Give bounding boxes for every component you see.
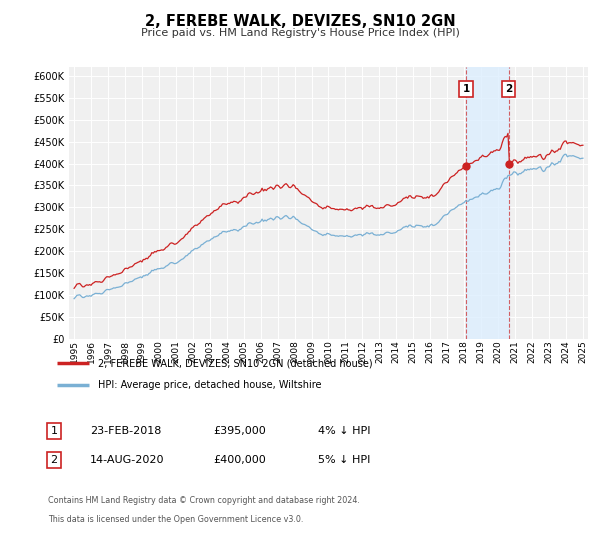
Text: 2: 2 [505,84,512,94]
Text: This data is licensed under the Open Government Licence v3.0.: This data is licensed under the Open Gov… [48,515,304,524]
Text: HPI: Average price, detached house, Wiltshire: HPI: Average price, detached house, Wilt… [97,380,321,390]
Text: £400,000: £400,000 [213,455,266,465]
Text: Price paid vs. HM Land Registry's House Price Index (HPI): Price paid vs. HM Land Registry's House … [140,28,460,38]
Text: 2, FEREBE WALK, DEVIZES, SN10 2GN: 2, FEREBE WALK, DEVIZES, SN10 2GN [145,14,455,29]
Text: £395,000: £395,000 [213,426,266,436]
Text: 2, FEREBE WALK, DEVIZES, SN10 2GN (detached house): 2, FEREBE WALK, DEVIZES, SN10 2GN (detac… [97,358,372,368]
Text: 1: 1 [463,84,470,94]
Text: 23-FEB-2018: 23-FEB-2018 [90,426,161,436]
Bar [466,67,509,339]
Text: 2: 2 [50,455,58,465]
Text: 1: 1 [50,426,58,436]
Text: 14-AUG-2020: 14-AUG-2020 [90,455,164,465]
Text: 4% ↓ HPI: 4% ↓ HPI [318,426,371,436]
Text: Contains HM Land Registry data © Crown copyright and database right 2024.: Contains HM Land Registry data © Crown c… [48,496,360,505]
Text: 5% ↓ HPI: 5% ↓ HPI [318,455,370,465]
